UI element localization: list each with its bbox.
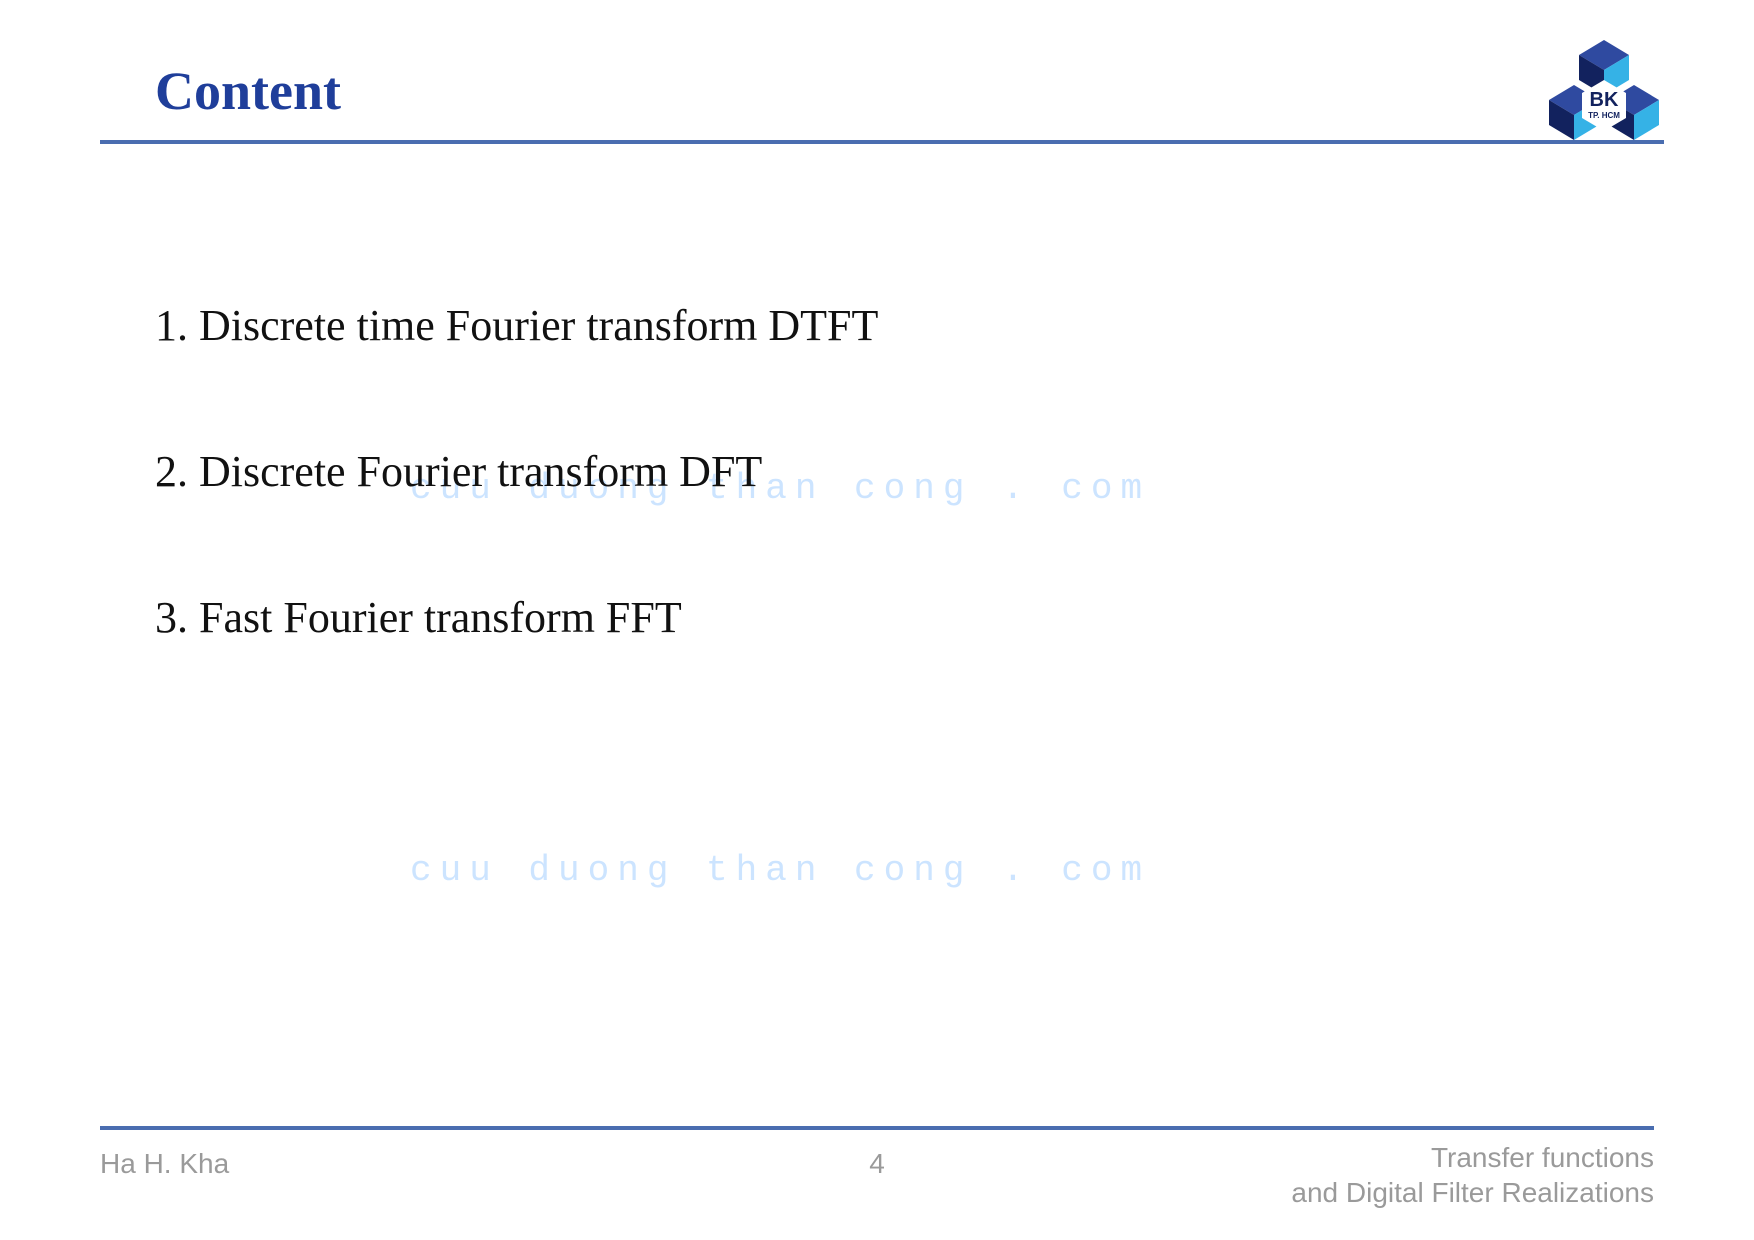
list-item: 2. Discrete Fourier transform DFT — [155, 446, 878, 497]
logo-text-top: BK — [1590, 89, 1619, 111]
footer-author: Ha H. Kha — [100, 1148, 229, 1180]
slide-title: Content — [155, 60, 1664, 122]
title-underline — [100, 140, 1664, 144]
footer-subtitle-line1: Transfer functions — [1291, 1140, 1654, 1175]
footer-underline — [100, 1126, 1654, 1130]
list-item: 1. Discrete time Fourier transform DTFT — [155, 300, 878, 351]
footer-subtitle: Transfer functions and Digital Filter Re… — [1291, 1140, 1654, 1210]
content-list: 1. Discrete time Fourier transform DTFT … — [155, 300, 878, 738]
logo-text-bottom: TP. HCM — [1588, 111, 1620, 120]
slide-header: Content — [155, 60, 1664, 144]
bk-logo-icon: BK TP. HCM — [1544, 40, 1664, 150]
slide-footer: Ha H. Kha 4 Transfer functions and Digit… — [100, 1140, 1654, 1210]
footer-page-number: 4 — [869, 1148, 885, 1180]
list-item: 3. Fast Fourier transform FFT — [155, 592, 878, 643]
watermark-2: cuu duong than cong . com — [410, 850, 1150, 891]
footer-subtitle-line2: and Digital Filter Realizations — [1291, 1175, 1654, 1210]
